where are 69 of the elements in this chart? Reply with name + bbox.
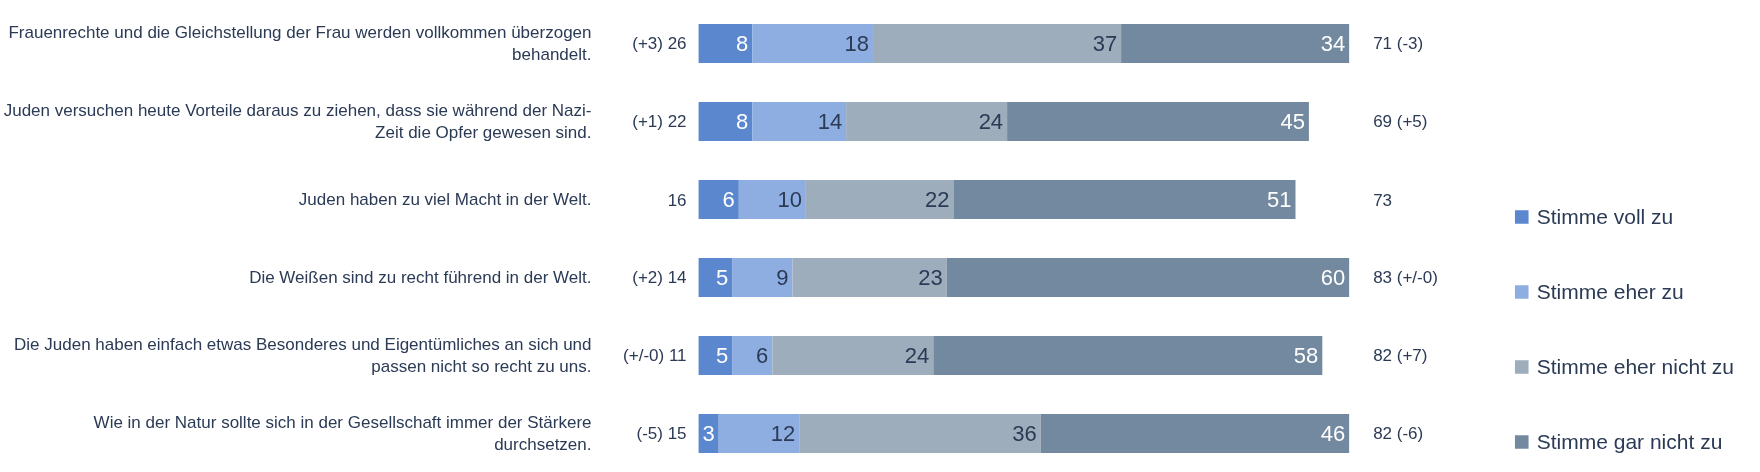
bar [698,336,733,375]
legend-label: Stimme voll zu [1536,204,1674,229]
data-label: 45 [1280,109,1305,134]
y-tick-label: Die Juden haben einfach etwas Besonderes und Eigentümliches an sich und passen nicht so recht zu uns. [14,334,592,377]
data-label: 5 [715,343,729,368]
data-label: 23 [918,265,943,290]
bar [718,414,800,453]
data-label: 5 [715,265,729,290]
data-label: 24 [904,343,930,368]
data-label: 51 [1267,187,1292,212]
bar [738,180,806,219]
bar [872,24,1122,63]
data-label: 8 [736,109,749,134]
data-label: 6 [756,343,769,368]
bar [946,258,1350,297]
bar [846,102,1008,141]
text: 82 (+7) [1373,346,1428,365]
data-label: 24 [978,109,1004,134]
data-label: 18 [844,31,869,56]
bar [1121,24,1350,63]
bar [698,258,733,297]
data-label: 14 [817,109,843,134]
text: 82 (-6) [1373,424,1424,443]
data-label: 60 [1320,265,1346,290]
y-tick-label: Wie in der Natur sollte sich in der Gesellschaft immer der Stärkere durchsetzen. [93,412,592,455]
data-label: 58 [1293,343,1319,368]
data-label: 6 [722,187,735,212]
data-label: 34 [1320,31,1346,56]
bar [799,414,1041,453]
bar [698,102,753,141]
text: 71 (-3) [1373,34,1424,53]
text: (-5) 15 [636,424,687,443]
text: 73 [1373,190,1393,210]
text: 69 (+5) [1373,112,1428,131]
text: (+1) 22 [632,112,687,131]
bar [752,102,847,141]
bar [732,336,773,375]
bar [933,336,1323,375]
text: (+/-0) 11 [623,346,687,365]
data-label: 10 [777,187,802,212]
bar [732,258,793,297]
text: (+2) 14 [632,268,687,287]
bar [1040,414,1350,453]
data-label: 8 [736,31,749,56]
legend-label: Stimme eher nicht zu [1536,354,1734,379]
bar [752,24,873,63]
bar [792,258,947,297]
legend-label: Stimme gar nicht zu [1536,429,1723,454]
bar [805,180,954,219]
y-tick-label: Juden haben zu viel Macht in der Welt. [298,190,592,209]
legend-label: Stimme eher zu [1536,279,1684,304]
data-label: 12 [770,421,796,446]
y-tick-label: Frauenrechte und die Gleichstellung der Frau werden vollkommen überzogen behandelt. [8,22,592,65]
bar [698,180,739,219]
bar [698,24,753,63]
data-label: 22 [924,187,950,212]
data-label: 46 [1320,421,1346,446]
y-tick-label: Juden versuchen heute Vorteile daraus zu ziehen, dass sie während der Nazi-Zeit die Opfer gewesen sind. [3,100,592,143]
bar [1007,102,1309,141]
text: 83 (+/-0) [1373,268,1438,287]
data-label: 36 [1012,421,1037,446]
bar [953,180,1296,219]
text: (+3) 26 [632,34,687,53]
data-label: 9 [776,265,789,290]
data-label: 37 [1092,31,1118,56]
text: 16 [667,190,687,210]
bar [772,336,934,375]
data-label: 3 [702,421,715,446]
y-tick-label: Die Weißen sind zu recht führend in der Welt. [249,268,592,287]
